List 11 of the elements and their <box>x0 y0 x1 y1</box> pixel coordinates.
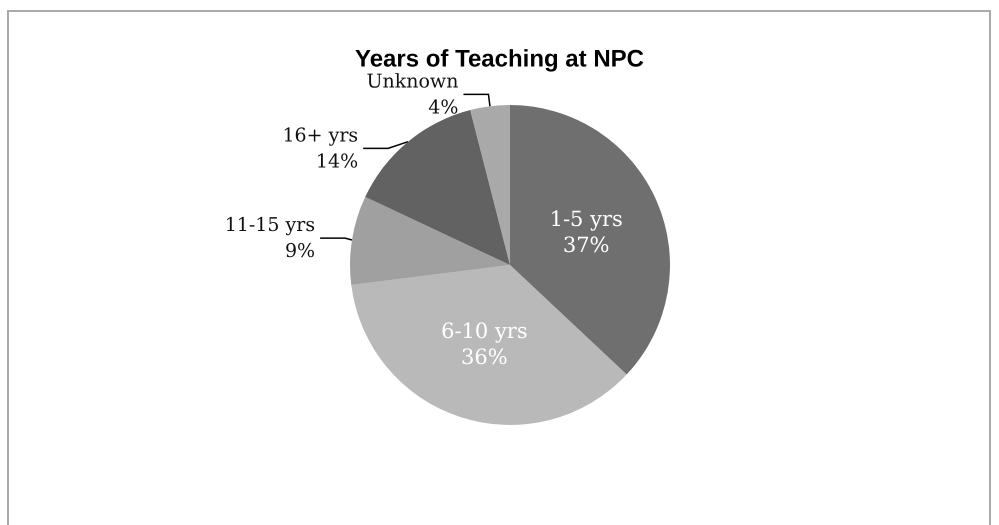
data-label: 14% <box>316 150 358 172</box>
data-label: 9% <box>284 240 316 262</box>
slice-label: 1-5 yrs <box>550 207 623 232</box>
slice-label: Unknown <box>366 70 458 92</box>
data-label: 36% <box>461 344 508 369</box>
data-label: 4% <box>428 96 458 118</box>
slice-label: 6-10 yrs <box>441 318 528 343</box>
slice-label: 16+ yrs <box>282 124 358 146</box>
slice-label: 11-15 yrs <box>224 214 316 236</box>
chart-title: Years of Teaching at NPC <box>355 46 644 72</box>
data-label: 37% <box>562 233 610 258</box>
